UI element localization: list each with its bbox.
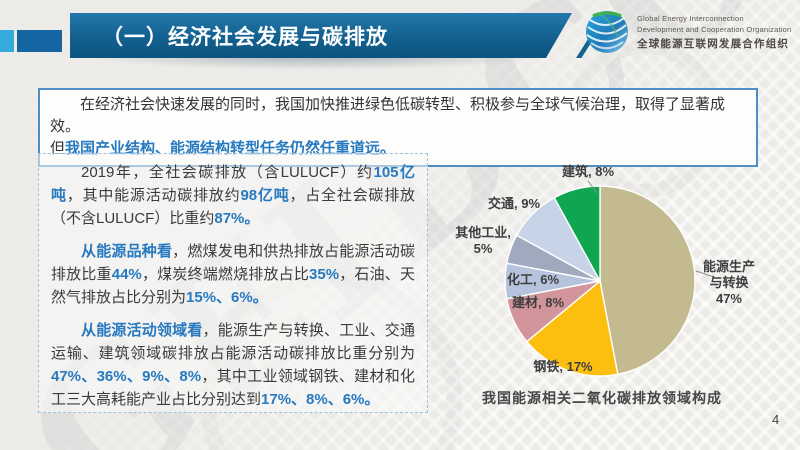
text-run: ，石油、天然气排放占比分别为 (51, 266, 415, 306)
header-accent-square-light (0, 30, 14, 52)
pie-slice-label-line: 其他工业, (455, 225, 511, 240)
pie-slice-label: 交通, 9% (488, 196, 540, 212)
pie-chart-area: 能源生产 与转换 47% 钢铁, 17% 建材, 8% 化工, 6% 其他工业, 5% 交通, … (430, 150, 800, 410)
banner-shadow (80, 56, 550, 70)
pie-slice-label: 建材, 8% (512, 295, 564, 311)
text-run: 98亿吨 (240, 187, 290, 204)
text-run: ，占全社会碳排放（不含LULUCF）比重约 (51, 187, 415, 227)
text-run: 2019年，全社会碳排放（含LULUCF）约 (81, 164, 374, 181)
text-run: 47%、36%、9%、8% (51, 368, 202, 385)
logo-english-line2: Development and Cooperation Organization (637, 24, 792, 34)
logo-chinese-line: 全球能源互联网发展合作组织 (637, 38, 790, 50)
text-run: ，煤炭终端燃烧排放占比 (141, 266, 310, 283)
pie-slice-label-line: 能源生产 (702, 259, 756, 274)
logo-english-line1: Global Energy Interconnection (637, 14, 744, 23)
text-run: ，其中工业领域钢铁、建材和化工三大高耗能产业占比分别达到 (51, 368, 415, 408)
text-run: ，燃煤发电和供热排放占能源活动碳排放比重 (51, 243, 415, 283)
pie-slice-label: 化工, 6% (507, 272, 559, 288)
page-number: 4 (772, 412, 780, 427)
text-run: 17%、8%、6%。 (261, 391, 380, 408)
organization-logo: Global Energy Interconnection Developmen… (584, 9, 791, 55)
pie-slice (553, 185, 601, 282)
statistics-panel: 2019年，全社会碳排放（含LULUCF）约105亿吨，其中能源活动碳排放约98… (38, 153, 428, 413)
text-run: 在经济社会快速发展的同时，我国加快推进绿色低碳转型、积极参与全球气候治理，取得了… (50, 96, 726, 135)
organization-logo-text: Global Energy Interconnection Developmen… (637, 9, 791, 55)
text-run: 44% (111, 266, 142, 283)
chart-caption: 我国能源相关二氧化碳排放领域构成 (482, 390, 722, 406)
pie-slice-label-line: 5% (473, 241, 493, 256)
pie-slice-label-line: 与转换 (709, 275, 749, 290)
text-run: ，能源生产与转换、工业、交通运输、建筑领域碳排放占能源活动碳排放比重分别为 (51, 322, 415, 362)
pie-slice-label-line: 建筑, 8% (561, 164, 615, 179)
pie-slice-label: 建筑, 8% (562, 164, 614, 180)
text-run: 但 (50, 140, 66, 157)
pie-slice-label-line: 建材, 8% (511, 295, 565, 310)
text-run: 15%、6%。 (186, 289, 268, 306)
pie-slice-label: 钢铁, 17% (533, 359, 592, 375)
text-run: 87%。 (214, 210, 260, 227)
paragraph-total-emissions: 2019年，全社会碳排放（含LULUCF）约105亿吨，其中能源活动碳排放约98… (51, 161, 415, 230)
pie-slice-label-line: 47% (715, 291, 743, 306)
pie-slice-label: 其他工业, 5% (455, 225, 511, 257)
text-run: 105亿吨 (51, 164, 415, 204)
text-run: 35% (309, 266, 340, 283)
text-run: 我国产业结构、能源结构转型任务仍然任重道远。 (65, 140, 396, 157)
label-leader-line (587, 180, 598, 194)
pie-slice (599, 185, 696, 376)
text-run: ，其中能源活动碳排放约 (66, 187, 241, 204)
header-accent-square-dark (17, 30, 62, 52)
globe-logo-icon (586, 11, 628, 53)
slide-title-banner: （一）经济社会发展与碳排放 (70, 13, 572, 58)
pie-slice-label-line: 化工, 6% (506, 272, 560, 287)
text-run: 从能源品种看 (81, 243, 173, 260)
pie-slice-label: 能源生产 与转换 47% (703, 259, 755, 307)
paragraph-by-energy-type: 从能源品种看，燃煤发电和供热排放占能源活动碳排放比重44%，煤炭终端燃烧排放占比… (51, 240, 415, 309)
pie-slice-label-line: 钢铁, 17% (533, 359, 593, 374)
pie-slice (526, 280, 619, 377)
paragraph-by-sector: 从能源活动领域看，能源生产与转换、工业、交通运输、建筑领域碳排放占能源活动碳排放… (51, 319, 415, 411)
pie-slice-label-line: 交通, 9% (487, 196, 541, 211)
pie-chart (504, 180, 715, 377)
text-run: 从能源活动领域看 (81, 322, 203, 339)
label-leader-line (695, 270, 715, 278)
slide-title: （一）经济社会发展与碳排放 (102, 25, 388, 49)
summary-text: 在经济社会快速发展的同时，我国加快推进绿色低碳转型、积极参与全球气候治理，取得了… (50, 94, 746, 160)
